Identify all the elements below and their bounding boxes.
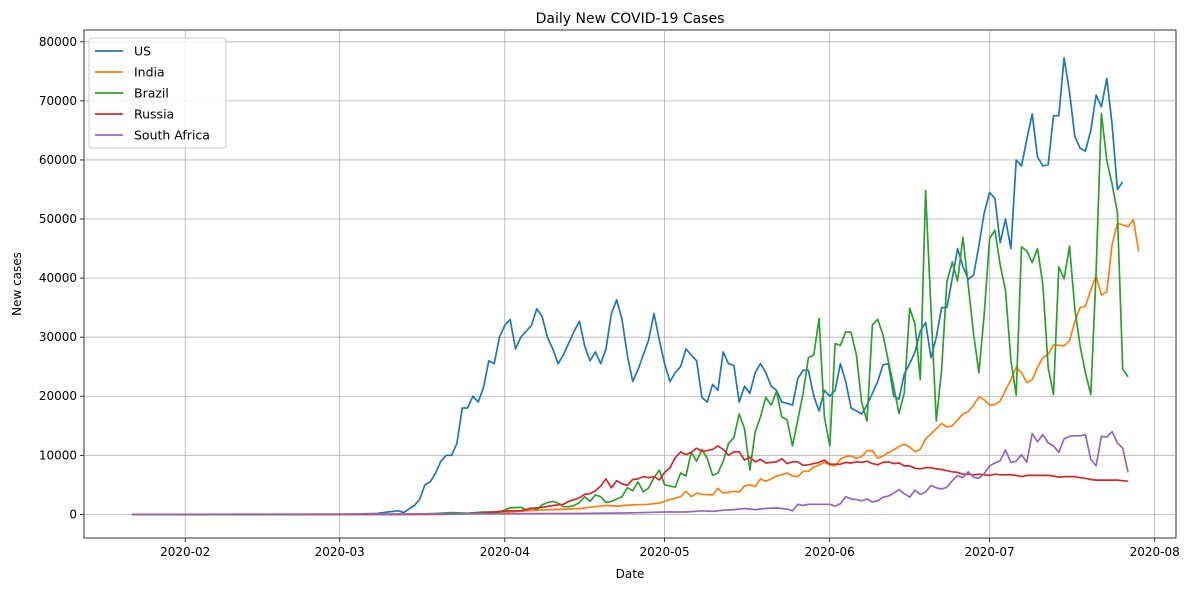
x-tick-label: 2020-08	[1130, 545, 1180, 559]
series-lines	[131, 56, 1140, 516]
legend-label-india: India	[134, 65, 165, 80]
y-tick-label: 60000	[39, 153, 77, 167]
y-tick-label: 10000	[39, 448, 77, 462]
x-tick-label: 2020-05	[640, 545, 690, 559]
x-axis-ticks: 2020-02 2020-03 2020-04 2020-05 2020-06 2020-…	[160, 538, 1180, 559]
x-axis-label: Date	[616, 567, 645, 581]
x-tick-label: 2020-02	[160, 545, 210, 559]
legend: US India Brazil Russia South Africa	[88, 37, 227, 149]
y-tick-label: 80000	[39, 35, 77, 49]
legend-box	[88, 37, 227, 149]
y-tick-label: 0	[69, 507, 77, 521]
legend-label-russia: Russia	[134, 107, 174, 122]
legend-label-brazil: Brazil	[134, 86, 169, 101]
series-line-russia	[131, 445, 1129, 516]
x-tick-label: 2020-03	[315, 545, 365, 559]
x-tick-label: 2020-04	[480, 545, 530, 559]
y-tick-label: 70000	[39, 94, 77, 108]
legend-label-us: US	[134, 44, 151, 59]
chart-title: Daily New COVID-19 Cases	[536, 11, 725, 27]
y-gridlines	[84, 41, 1176, 515]
y-tick-label: 30000	[39, 330, 77, 344]
series-line-south-africa	[131, 430, 1129, 516]
x-tick-label: 2020-06	[805, 545, 855, 559]
series-line-us	[131, 56, 1124, 516]
y-axis-label: New cases	[10, 252, 24, 316]
legend-label-south-africa: South Africa	[134, 128, 210, 143]
x-tick-label: 2020-07	[964, 545, 1014, 559]
y-axis-ticks: 0 10000 20000 30000 40000 50000 60000 70000 8000…	[39, 35, 84, 521]
y-tick-label: 40000	[39, 271, 77, 285]
series-line-brazil	[131, 112, 1129, 516]
series-line-india	[131, 218, 1140, 516]
y-tick-label: 50000	[39, 212, 77, 226]
y-tick-label: 20000	[39, 389, 77, 403]
plot-area	[83, 29, 1177, 539]
